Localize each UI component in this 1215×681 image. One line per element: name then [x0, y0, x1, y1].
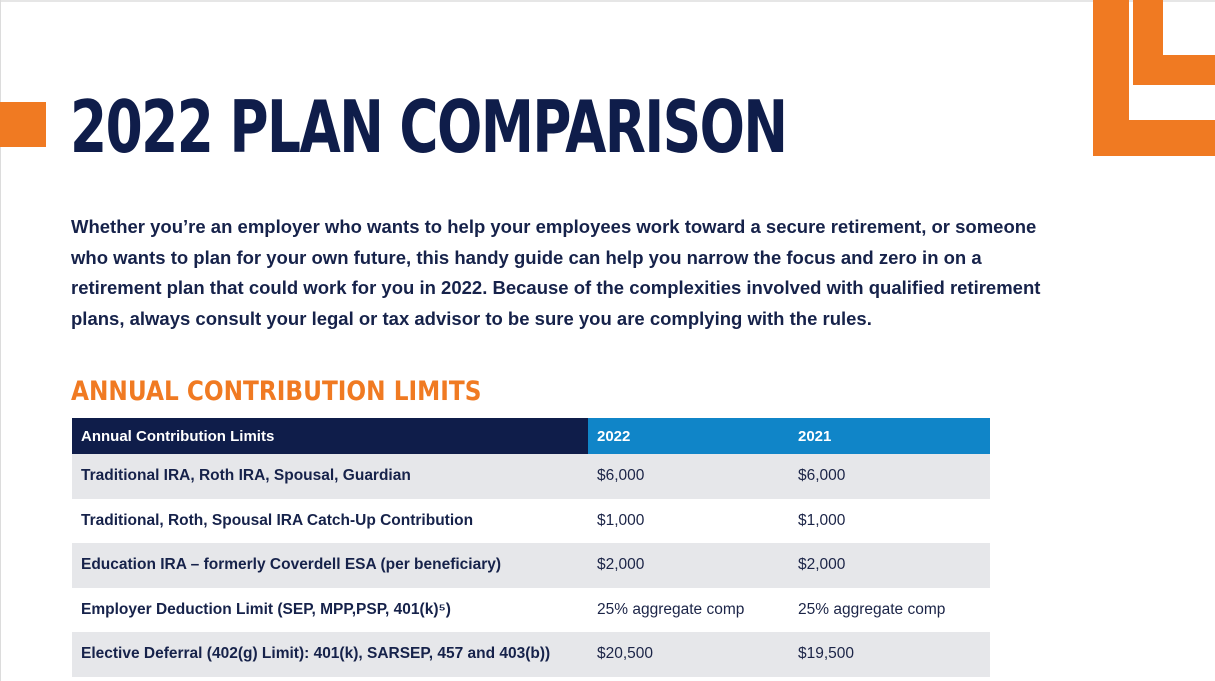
value-2021: $19,500 — [789, 632, 990, 677]
column-header-2021: 2021 — [789, 418, 990, 454]
row-label: Traditional, Roth, Spousal IRA Catch-Up … — [81, 511, 474, 529]
value-2022: $6,000 — [588, 454, 789, 499]
page-top-border — [0, 0, 1215, 2]
title-accent-bar — [0, 102, 46, 147]
row-label: Education IRA – formerly Coverdell ESA (… — [72, 543, 588, 588]
page-left-border — [0, 0, 1, 681]
table-row: Education IRA – formerly Coverdell ESA (… — [72, 543, 990, 588]
value-2021: $1,000 — [798, 511, 846, 529]
page-title: 2022 PLAN COMPARISON — [70, 85, 788, 169]
column-header-limits: Annual Contribution Limits — [72, 418, 588, 454]
section-heading: ANNUAL CONTRIBUTION LIMITS — [71, 376, 482, 407]
contribution-limits-table: Annual Contribution Limits 2022 2021 Tra… — [72, 418, 990, 677]
table-row: Employer Deduction Limit (SEP, MPP,PSP, … — [72, 588, 990, 633]
table-row: Traditional IRA, Roth IRA, Spousal, Guar… — [72, 454, 990, 499]
value-2021: $2,000 — [789, 543, 990, 588]
value-2021: $6,000 — [789, 454, 990, 499]
intro-paragraph: Whether you’re an employer who wants to … — [71, 216, 1041, 329]
corner-bracket-decoration — [1093, 0, 1215, 156]
value-2022: 25% aggregate comp — [597, 600, 745, 618]
value-2021: 25% aggregate comp — [798, 600, 946, 618]
row-label: Elective Deferral (402(g) Limit): 401(k)… — [72, 632, 588, 677]
column-header-2022: 2022 — [588, 418, 789, 454]
table-row: Elective Deferral (402(g) Limit): 401(k)… — [72, 632, 990, 677]
value-2022: $20,500 — [588, 632, 789, 677]
value-2022: $1,000 — [597, 511, 645, 529]
value-2022: $2,000 — [588, 543, 789, 588]
table-header-row: Annual Contribution Limits 2022 2021 — [72, 418, 990, 454]
table-row: Traditional, Roth, Spousal IRA Catch-Up … — [72, 499, 990, 544]
row-label: Employer Deduction Limit (SEP, MPP,PSP, … — [81, 600, 451, 618]
row-label: Traditional IRA, Roth IRA, Spousal, Guar… — [72, 454, 588, 499]
